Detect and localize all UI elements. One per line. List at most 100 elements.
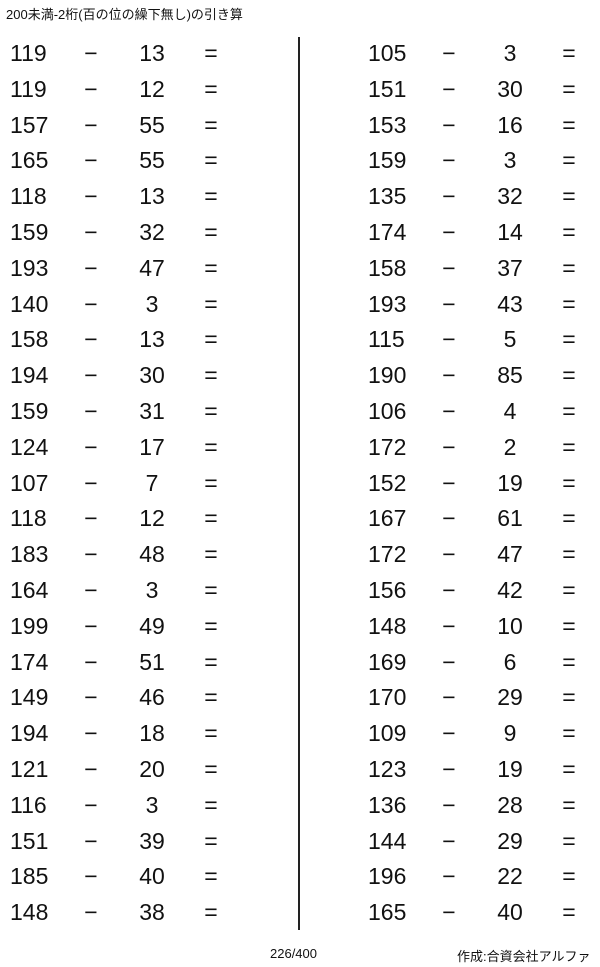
subtrahend: 29 <box>497 684 523 711</box>
equals-sign: = <box>204 791 218 818</box>
equals-sign: = <box>562 183 576 210</box>
minuend: 172 <box>368 433 407 460</box>
minus-sign: − <box>84 541 98 568</box>
problem-row: 118 − 12 = <box>0 501 240 537</box>
problem-row: 194 − 18 = <box>0 716 240 752</box>
minuend: 157 <box>10 111 49 138</box>
subtrahend: 30 <box>497 75 523 102</box>
subtrahend: 85 <box>497 362 523 389</box>
problem-row: 140 − 3 = <box>0 287 240 323</box>
minuend: 170 <box>368 684 407 711</box>
equals-sign: = <box>562 362 576 389</box>
minus-sign: − <box>84 648 98 675</box>
minus-sign: − <box>84 576 98 603</box>
worksheet-title: 200未満-2桁(百の位の繰下無し)の引き算 <box>6 7 243 22</box>
equals-sign: = <box>204 827 218 854</box>
problem-row: 151 − 30 = <box>358 72 598 108</box>
subtrahend: 14 <box>497 218 523 245</box>
minuend: 116 <box>10 791 47 818</box>
equals-sign: = <box>204 290 218 317</box>
minuend: 107 <box>10 469 49 496</box>
equals-sign: = <box>562 505 576 532</box>
problem-row: 183 − 48 = <box>0 537 240 573</box>
problem-row: 159 − 32 = <box>0 215 240 251</box>
minus-sign: − <box>442 720 456 747</box>
problem-row: 199 − 49 = <box>0 609 240 645</box>
subtrahend: 51 <box>139 648 165 675</box>
minus-sign: − <box>84 75 98 102</box>
equals-sign: = <box>204 433 218 460</box>
subtrahend: 12 <box>139 505 165 532</box>
subtrahend: 12 <box>139 75 165 102</box>
problem-row: 194 − 30 = <box>0 358 240 394</box>
minuend: 164 <box>10 576 49 603</box>
equals-sign: = <box>562 40 576 66</box>
minuend: 119 <box>10 40 47 66</box>
credit-text: 作成:合資会社アルファ <box>457 949 591 964</box>
subtrahend: 32 <box>139 218 165 245</box>
minuend: 190 <box>368 362 407 389</box>
subtrahend: 3 <box>145 576 159 603</box>
minus-sign: − <box>442 899 456 926</box>
subtrahend: 3 <box>503 40 517 66</box>
problem-row: 185 − 40 = <box>0 859 240 895</box>
minuend: 152 <box>368 469 407 496</box>
problem-row: 153 − 16 = <box>358 108 598 144</box>
minus-sign: − <box>84 505 98 532</box>
minus-sign: − <box>442 397 456 424</box>
equals-sign: = <box>204 576 218 603</box>
problem-row: 151 − 39 = <box>0 824 240 860</box>
equals-sign: = <box>204 75 218 102</box>
subtrahend: 46 <box>139 684 165 711</box>
problem-row: 159 − 31 = <box>0 394 240 430</box>
minuend: 149 <box>10 684 49 711</box>
minus-sign: − <box>442 469 456 496</box>
equals-sign: = <box>204 362 218 389</box>
equals-sign: = <box>204 684 218 711</box>
subtrahend: 4 <box>503 397 517 424</box>
minuend: 148 <box>368 612 407 639</box>
minuend: 183 <box>10 541 49 568</box>
problem-row: 169 − 6 = <box>358 645 598 681</box>
minus-sign: − <box>442 111 456 138</box>
problem-row: 157 − 55 = <box>0 108 240 144</box>
minus-sign: − <box>442 505 456 532</box>
minus-sign: − <box>442 612 456 639</box>
minus-sign: − <box>84 254 98 281</box>
minuend: 121 <box>10 755 49 782</box>
subtrahend: 47 <box>497 541 523 568</box>
equals-sign: = <box>562 469 576 496</box>
minus-sign: − <box>442 147 456 174</box>
problem-row: 106 − 4 = <box>358 394 598 430</box>
minus-sign: − <box>84 827 98 854</box>
minuend: 159 <box>368 147 407 174</box>
minus-sign: − <box>442 218 456 245</box>
minus-sign: − <box>442 40 456 66</box>
equals-sign: = <box>204 612 218 639</box>
equals-sign: = <box>204 326 218 353</box>
minus-sign: − <box>84 899 98 926</box>
minuend: 144 <box>368 827 407 854</box>
subtrahend: 28 <box>497 791 523 818</box>
problem-row: 170 − 29 = <box>358 680 598 716</box>
page-number: 226/400 <box>270 946 317 961</box>
equals-sign: = <box>562 397 576 424</box>
minus-sign: − <box>84 755 98 782</box>
problem-row: 172 − 2 = <box>358 430 598 466</box>
problem-row: 190 − 85 = <box>358 358 598 394</box>
minuend: 167 <box>368 505 407 532</box>
minuend: 169 <box>368 648 407 675</box>
subtrahend: 40 <box>497 899 523 926</box>
minus-sign: − <box>442 827 456 854</box>
equals-sign: = <box>204 899 218 926</box>
minuend: 199 <box>10 612 49 639</box>
subtrahend: 17 <box>139 433 165 460</box>
subtrahend: 40 <box>139 863 165 890</box>
minus-sign: − <box>84 433 98 460</box>
minus-sign: − <box>84 290 98 317</box>
problem-row: 144 − 29 = <box>358 824 598 860</box>
equals-sign: = <box>562 612 576 639</box>
subtrahend: 3 <box>503 147 517 174</box>
subtrahend: 5 <box>503 326 517 353</box>
subtrahend: 13 <box>139 40 165 66</box>
